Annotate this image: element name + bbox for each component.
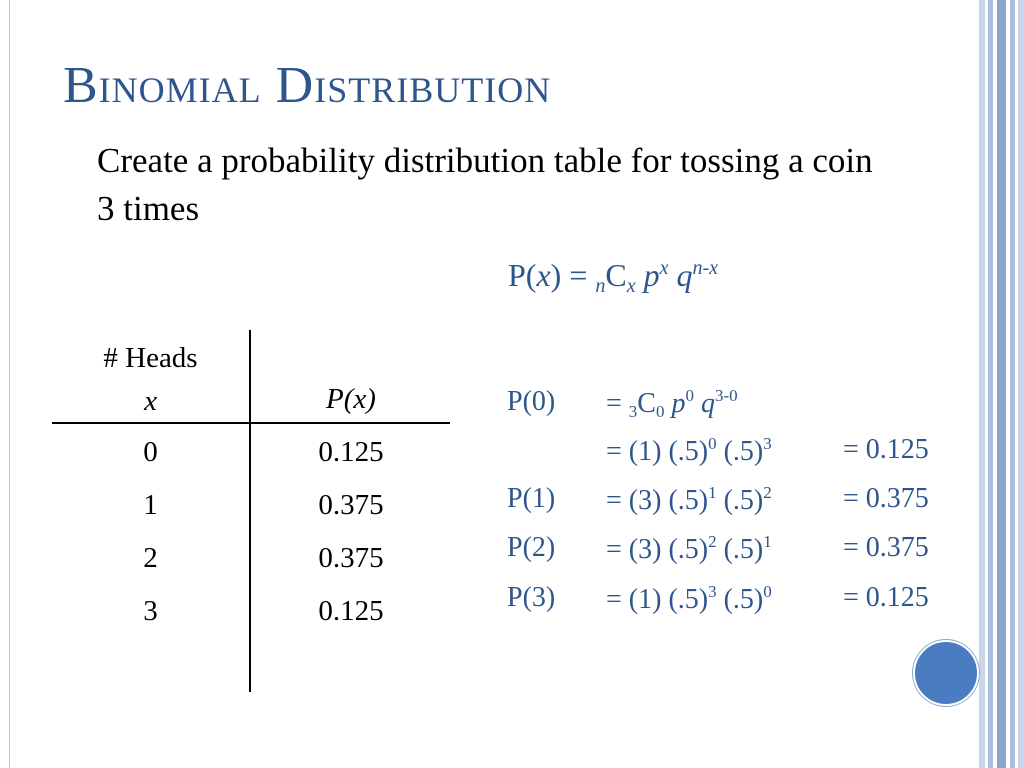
p3-label: P(3)	[507, 582, 556, 613]
p2-result: = 0.375	[843, 532, 929, 563]
n-sub: 3	[628, 402, 638, 421]
stripe	[988, 0, 993, 768]
slide-subtitle: Create a probability distribution table …	[97, 141, 873, 228]
binomial-formula: P(x) = nCx px qn-x	[508, 257, 718, 298]
p-exp: 0	[685, 386, 694, 405]
expr-mid: (.5)	[716, 485, 764, 516]
header-x: x	[144, 385, 157, 417]
eq-sign: =	[606, 388, 629, 419]
q-exp: 3-0	[714, 386, 738, 405]
p1-result: = 0.375	[843, 483, 929, 514]
p3-result: = 0.125	[843, 582, 929, 613]
formula-x-sub: x	[626, 275, 636, 297]
p2-expansion: = (3) (.5)2 (.5)1	[606, 532, 772, 566]
formula-q: q	[676, 257, 693, 293]
q-symbol: q	[700, 388, 715, 419]
exp1: 0	[708, 434, 717, 453]
distribution-table: # Heads x P(x) 0 0.125 1 0.375 2 0.375 3…	[52, 330, 450, 692]
table-cell-p: 0.125	[318, 595, 384, 627]
header-px: P(x)	[326, 383, 376, 415]
p-symbol: p	[671, 388, 686, 419]
expr-mid: (.5)	[716, 584, 764, 615]
expr-mid: (.5)	[716, 436, 764, 467]
slide-title: Binomial Distribution	[63, 57, 552, 114]
expr: = (1) (.5)	[606, 436, 709, 467]
expr: = (3) (.5)	[606, 534, 709, 565]
formula-q-exp: n-x	[692, 257, 719, 279]
formula-x: x	[536, 257, 551, 293]
table-cell-p: 0.375	[318, 489, 384, 521]
formula-p: p	[643, 257, 660, 293]
p0-result: = 0.125	[843, 434, 929, 465]
p0-label: P(0)	[507, 386, 556, 417]
expr: = (1) (.5)	[606, 584, 709, 615]
exp1: 2	[708, 532, 717, 551]
expr: = (3) (.5)	[606, 485, 709, 516]
p0-expansion: = (1) (.5)0 (.5)3	[606, 434, 772, 468]
header-heads: # Heads	[103, 342, 198, 374]
p0-formula: = 3C0 p0 q3-0	[606, 386, 738, 422]
p2-label: P(2)	[507, 532, 556, 563]
c-symbol: C	[637, 388, 656, 419]
exp1: 1	[708, 483, 717, 502]
table-cell-p: 0.125	[318, 436, 384, 468]
formula-C: C	[605, 257, 627, 293]
table-divider-vertical	[249, 330, 251, 692]
expr-mid: (.5)	[716, 534, 764, 565]
table-cell-x: 2	[143, 542, 158, 574]
stripe	[997, 0, 1006, 768]
exp2: 1	[763, 532, 772, 551]
table-cell-x: 1	[143, 489, 158, 521]
decorative-stripes	[979, 0, 1024, 768]
stripe	[1018, 0, 1024, 768]
k-sub: 0	[655, 402, 665, 421]
exp2: 0	[763, 582, 772, 601]
formula-p-exp: x	[659, 257, 669, 279]
p1-label: P(1)	[507, 483, 556, 514]
decorative-circle	[913, 640, 979, 706]
formula-n-sub: n	[595, 275, 606, 297]
table-cell-p: 0.375	[318, 542, 384, 574]
table-cell-x: 0	[143, 436, 158, 468]
table-divider-horizontal	[52, 422, 450, 424]
exp2: 3	[763, 434, 772, 453]
stripe	[1010, 0, 1015, 768]
p1-expansion: = (3) (.5)1 (.5)2	[606, 483, 772, 517]
formula-lhs: P(	[508, 257, 537, 293]
table-cell-x: 3	[143, 595, 158, 627]
exp1: 3	[708, 582, 717, 601]
p3-expansion: = (1) (.5)3 (.5)0	[606, 582, 772, 616]
stripe	[979, 0, 985, 768]
formula-eq: ) =	[550, 257, 596, 293]
exp2: 2	[763, 483, 772, 502]
